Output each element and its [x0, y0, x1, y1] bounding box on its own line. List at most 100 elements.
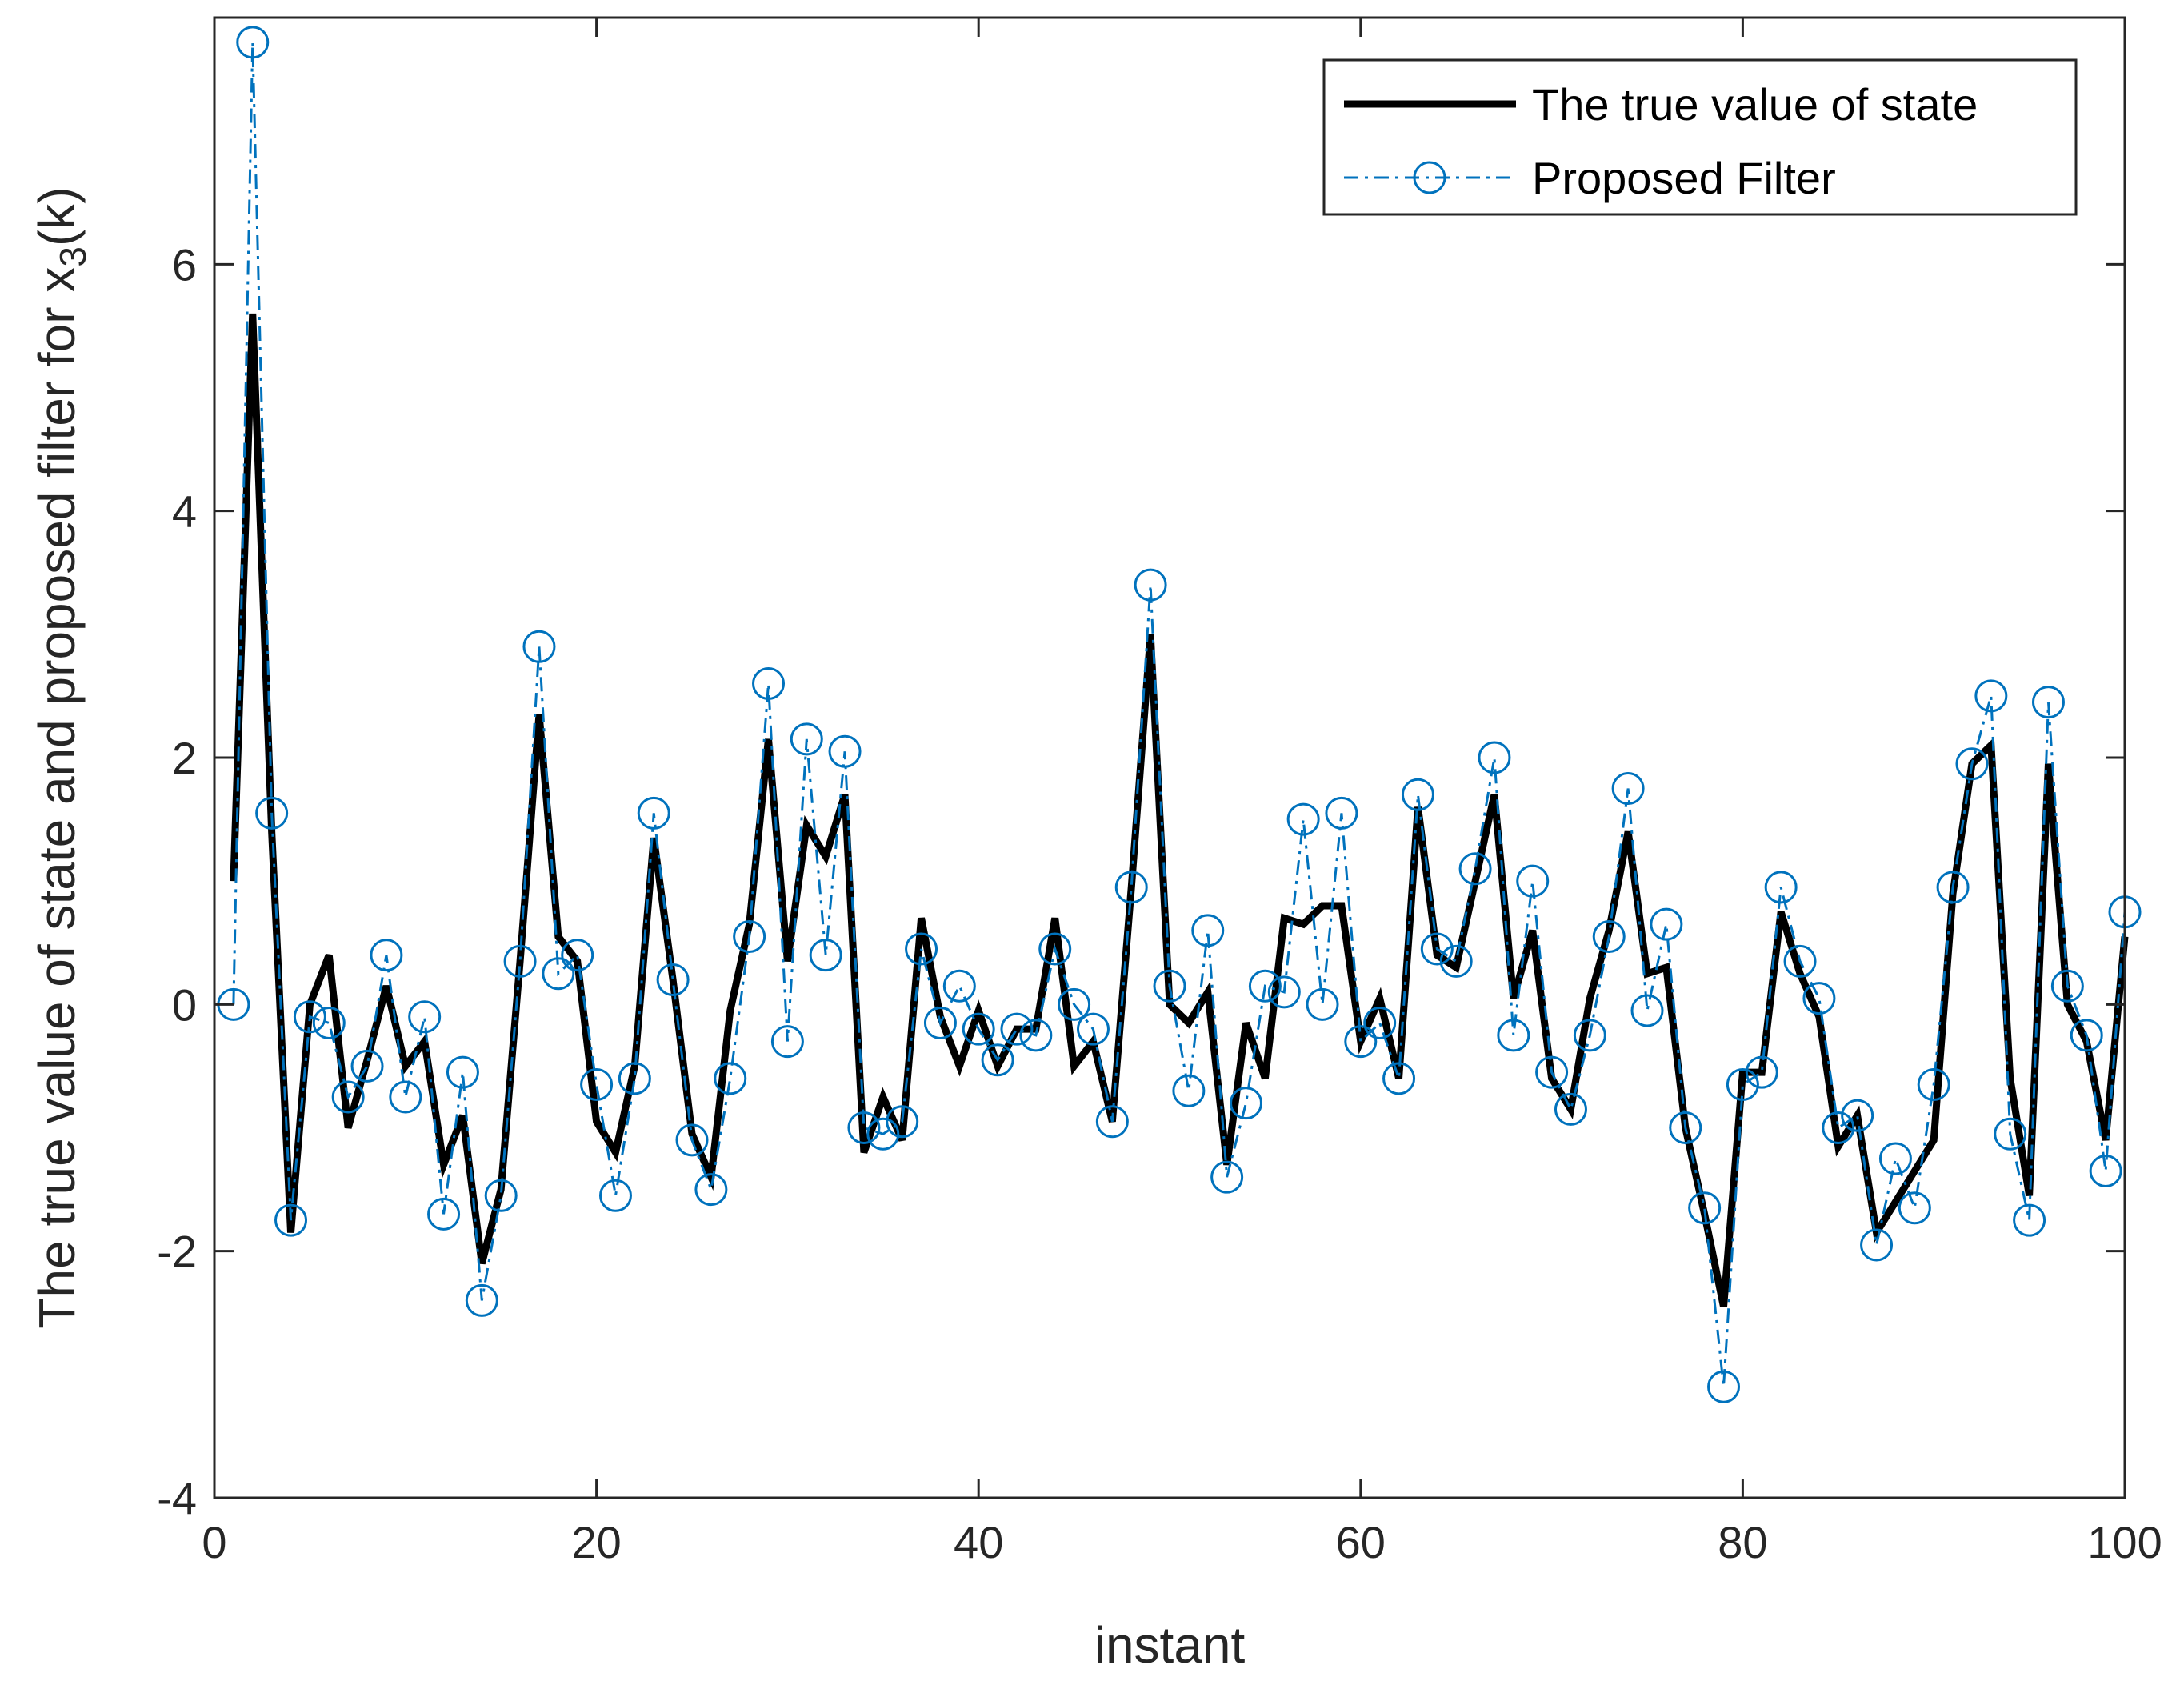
data-point-proposed-filter	[1114, 871, 1148, 904]
data-point-proposed-filter	[694, 1173, 728, 1207]
data-point-proposed-filter	[1420, 932, 1454, 966]
data-point-proposed-filter	[1822, 1111, 1855, 1144]
data-point-proposed-filter	[542, 957, 575, 991]
x-axis-title: instant	[1094, 1616, 1246, 1674]
data-point-proposed-filter	[1650, 907, 1683, 941]
data-point-proposed-filter	[847, 1111, 881, 1144]
y-tick-label: 0	[172, 979, 197, 1030]
x-tick-label: 80	[1718, 1517, 1767, 1567]
data-point-proposed-filter	[981, 1043, 1014, 1077]
data-point-proposed-filter	[1611, 772, 1645, 806]
tick-layer: 0 20 40 60 80 100 -4 -2 0 2 4 6	[157, 18, 2162, 1567]
data-point-proposed-filter	[1172, 1074, 1206, 1107]
data-point-proposed-filter	[1592, 920, 1626, 954]
y-axis-title-main: The true value of state and proposed fil…	[28, 267, 86, 1329]
series-layer	[217, 26, 2142, 1403]
legend-box	[1322, 58, 2078, 216]
data-point-proposed-filter	[770, 1025, 804, 1059]
data-point-proposed-filter	[2050, 969, 2084, 1003]
data-point-proposed-filter	[312, 1006, 346, 1039]
data-point-proposed-filter	[1707, 1370, 1741, 1403]
y-axis-title-suffix: (k)	[28, 186, 86, 246]
data-point-proposed-filter	[522, 630, 556, 663]
x-tick-label: 60	[1336, 1517, 1386, 1567]
data-point-proposed-filter	[905, 932, 938, 966]
data-point-proposed-filter	[1669, 1111, 1702, 1144]
data-point-proposed-filter	[1267, 975, 1301, 1009]
data-point-proposed-filter	[1439, 944, 1473, 978]
data-point-proposed-filter	[1019, 1019, 1053, 1052]
data-point-proposed-filter	[1573, 1019, 1606, 1052]
legend: The true value of state Proposed Filter	[1322, 58, 2078, 216]
y-axis-title: The true value of state and proposed fil…	[28, 186, 94, 1328]
data-point-proposed-filter	[484, 1179, 518, 1212]
y-tick-label: 2	[172, 733, 197, 783]
data-point-proposed-filter	[255, 796, 289, 830]
data-point-proposed-filter	[293, 1000, 326, 1034]
data-point-proposed-filter	[866, 1117, 900, 1151]
data-point-proposed-filter	[389, 1080, 422, 1114]
data-point-proposed-filter	[2013, 1203, 2046, 1237]
data-point-proposed-filter	[2089, 1154, 2122, 1187]
data-point-proposed-filter	[828, 734, 862, 768]
plot-area	[214, 18, 2125, 1498]
data-point-proposed-filter	[465, 1283, 498, 1317]
data-point-proposed-filter	[1210, 1160, 1244, 1194]
data-point-proposed-filter	[1134, 568, 1167, 602]
data-point-proposed-filter	[1841, 1099, 1874, 1132]
data-point-proposed-filter	[331, 1080, 365, 1114]
data-point-proposed-filter	[886, 1105, 919, 1139]
data-point-proposed-filter	[1535, 1055, 1569, 1089]
data-point-proposed-filter	[1516, 864, 1550, 898]
data-point-proposed-filter	[1898, 1191, 1931, 1225]
data-point-proposed-filter	[942, 969, 976, 1003]
data-point-proposed-filter	[1191, 914, 1225, 947]
data-point-proposed-filter	[1325, 796, 1358, 830]
series-line-true-state	[230, 313, 2129, 1307]
y-tick-label: -4	[157, 1473, 197, 1523]
data-point-proposed-filter	[1497, 1019, 1530, 1052]
data-point-proposed-filter	[1994, 1117, 2027, 1151]
data-point-proposed-filter	[2031, 686, 2065, 719]
legend-marker-proposed-filter	[1413, 161, 1446, 194]
data-point-proposed-filter	[2070, 1019, 2103, 1052]
data-point-proposed-filter	[1058, 987, 1091, 1021]
y-tick-label: 4	[172, 486, 197, 537]
data-point-proposed-filter	[503, 944, 537, 978]
data-point-proposed-filter	[370, 939, 403, 972]
data-point-proposed-filter	[637, 796, 670, 830]
data-point-proposed-filter	[1000, 1012, 1034, 1046]
data-point-proposed-filter	[923, 1006, 957, 1039]
data-point-proposed-filter	[1306, 987, 1339, 1021]
series-line-proposed-filter	[232, 42, 2126, 1387]
data-point-proposed-filter	[675, 1123, 709, 1157]
legend-label-proposed-filter: Proposed Filter	[1532, 153, 1836, 203]
x-tick-label: 20	[571, 1517, 621, 1567]
data-point-proposed-filter	[1230, 1087, 1263, 1120]
data-point-proposed-filter	[1783, 944, 1817, 978]
y-tick-label: -2	[157, 1227, 197, 1277]
data-point-proposed-filter	[1878, 1142, 1912, 1175]
data-point-proposed-filter	[1726, 1068, 1759, 1102]
data-point-proposed-filter	[561, 939, 594, 972]
data-point-proposed-filter	[1038, 932, 1072, 966]
data-point-proposed-filter	[752, 667, 786, 700]
data-point-proposed-filter	[714, 1062, 747, 1095]
data-point-proposed-filter	[1382, 1062, 1416, 1095]
data-point-proposed-filter	[1344, 1025, 1378, 1059]
data-point-proposed-filter	[236, 26, 270, 59]
data-point-proposed-filter	[1248, 969, 1282, 1003]
data-point-proposed-filter	[1363, 1006, 1397, 1039]
data-point-proposed-filter	[1554, 1092, 1587, 1126]
data-point-proposed-filter	[733, 920, 766, 954]
data-point-proposed-filter	[618, 1062, 651, 1095]
data-point-proposed-filter	[1630, 994, 1664, 1027]
x-tick-label: 40	[954, 1517, 1003, 1567]
data-point-proposed-filter	[427, 1197, 461, 1231]
x-tick-label: 100	[2087, 1517, 2162, 1567]
data-point-proposed-filter	[446, 1055, 479, 1089]
data-point-proposed-filter	[962, 1012, 995, 1046]
data-point-proposed-filter	[580, 1068, 614, 1102]
